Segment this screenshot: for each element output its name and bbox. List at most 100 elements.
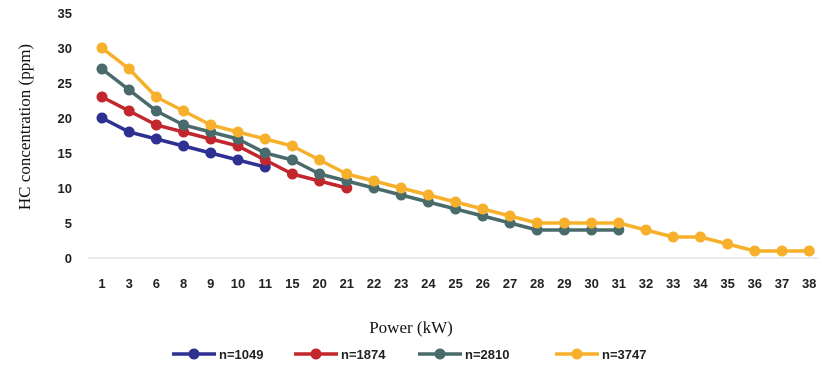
x-axis-ticks: 1 3 6 8 9 10 11 15 20 21 22 23 24 25 26 27 28 29 30 31 32 33 3… xyxy=(98,276,816,291)
legend-label: n=1049 xyxy=(219,347,263,362)
x-tick-label: 34 xyxy=(693,276,708,291)
data-point xyxy=(477,203,489,215)
x-tick-label: 11 xyxy=(258,276,272,291)
legend-marker xyxy=(434,348,446,360)
data-point xyxy=(558,217,570,229)
x-tick-label: 8 xyxy=(180,276,187,291)
data-point xyxy=(286,154,298,166)
data-point xyxy=(178,140,190,152)
data-point xyxy=(395,182,407,194)
data-point xyxy=(178,105,190,117)
data-point xyxy=(150,105,162,117)
legend-label: n=1874 xyxy=(341,347,386,362)
data-point xyxy=(96,91,108,103)
x-tick-label: 38 xyxy=(802,276,816,291)
data-point xyxy=(531,217,543,229)
series-n=3747 xyxy=(96,42,815,257)
legend-label: n=2810 xyxy=(465,347,509,362)
y-tick-label: 20 xyxy=(58,111,72,126)
data-point xyxy=(640,224,652,236)
data-point xyxy=(749,245,761,257)
data-point xyxy=(286,168,298,180)
y-tick-label: 35 xyxy=(58,6,72,21)
series-line xyxy=(101,95,348,190)
x-tick-label: 27 xyxy=(503,276,517,291)
data-point xyxy=(422,189,434,201)
data-point xyxy=(314,154,326,166)
data-point xyxy=(123,126,135,138)
x-tick-label: 10 xyxy=(231,276,245,291)
data-point xyxy=(586,217,598,229)
data-point xyxy=(803,245,815,257)
data-point xyxy=(613,217,625,229)
y-axis-title: HC concentration (ppm) xyxy=(15,44,34,210)
x-tick-label: 33 xyxy=(666,276,680,291)
data-point xyxy=(96,63,108,75)
data-point xyxy=(776,245,788,257)
x-tick-label: 23 xyxy=(394,276,408,291)
x-tick-label: 3 xyxy=(126,276,133,291)
x-tick-label: 1 xyxy=(98,276,105,291)
data-point xyxy=(722,238,734,250)
data-point xyxy=(450,196,462,208)
legend-label: n=3747 xyxy=(602,347,646,362)
data-point xyxy=(667,231,679,243)
legend-item: n=1874 xyxy=(294,347,386,362)
data-point xyxy=(123,63,135,75)
data-point xyxy=(123,105,135,117)
data-point xyxy=(150,119,162,131)
x-tick-label: 29 xyxy=(557,276,571,291)
x-tick-label: 25 xyxy=(448,276,462,291)
legend-item: n=2810 xyxy=(418,347,509,362)
data-point xyxy=(96,112,108,124)
legend-marker xyxy=(188,348,200,360)
x-tick-label: 6 xyxy=(153,276,160,291)
data-point xyxy=(150,91,162,103)
y-tick-label: 15 xyxy=(58,146,72,161)
data-point xyxy=(694,231,706,243)
data-point xyxy=(150,133,162,145)
data-point xyxy=(178,119,190,131)
y-tick-label: 0 xyxy=(65,251,72,266)
y-tick-label: 5 xyxy=(65,216,72,231)
data-point xyxy=(123,84,135,96)
legend-marker xyxy=(571,348,583,360)
y-tick-label: 25 xyxy=(58,76,72,91)
x-tick-label: 20 xyxy=(312,276,326,291)
x-tick-label: 9 xyxy=(207,276,214,291)
series-group xyxy=(96,42,815,257)
x-tick-label: 15 xyxy=(285,276,299,291)
data-point xyxy=(504,210,516,222)
x-tick-label: 35 xyxy=(720,276,734,291)
x-tick-label: 30 xyxy=(584,276,598,291)
x-tick-label: 37 xyxy=(775,276,789,291)
data-point xyxy=(368,175,380,187)
legend-item: n=3747 xyxy=(555,347,646,362)
x-tick-label: 28 xyxy=(530,276,544,291)
data-point xyxy=(232,126,244,138)
data-point xyxy=(205,147,217,159)
data-point xyxy=(232,154,244,166)
data-point xyxy=(96,42,108,54)
data-point xyxy=(259,147,271,159)
data-point xyxy=(205,119,217,131)
x-tick-label: 26 xyxy=(476,276,490,291)
y-tick-label: 10 xyxy=(58,181,72,196)
legend: n=1049 n=1874 n=2810 n=3747 xyxy=(172,347,646,362)
data-point xyxy=(259,133,271,145)
series-n=1874 xyxy=(96,91,353,194)
series-n=2810 xyxy=(96,63,625,236)
y-tick-label: 30 xyxy=(58,41,72,56)
x-tick-label: 21 xyxy=(340,276,354,291)
x-tick-label: 22 xyxy=(367,276,381,291)
data-point xyxy=(314,168,326,180)
legend-item: n=1049 xyxy=(172,347,263,362)
x-tick-label: 31 xyxy=(612,276,626,291)
x-tick-label: 32 xyxy=(639,276,653,291)
data-point xyxy=(341,168,353,180)
legend-marker xyxy=(310,348,322,360)
x-axis-title: Power (kW) xyxy=(369,318,453,337)
x-tick-label: 36 xyxy=(748,276,762,291)
data-point xyxy=(286,140,298,152)
